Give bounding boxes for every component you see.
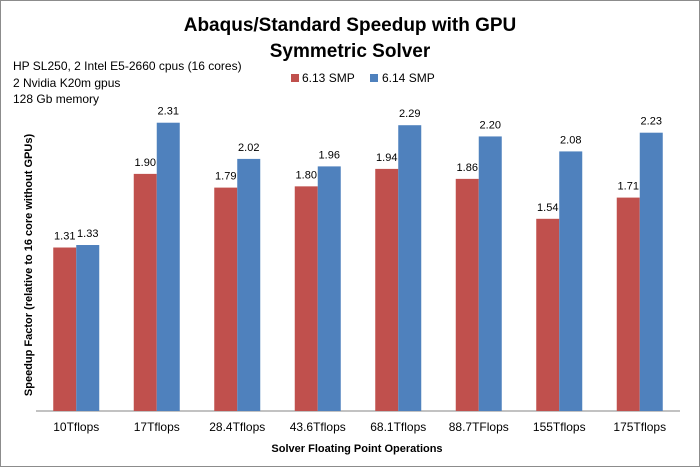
bar-6-14-smp-10tflops [76, 245, 100, 411]
legend: 6.13 SMP 6.14 SMP [291, 71, 435, 85]
data-label-6-14-smp-68-1tflops: 2.29 [399, 108, 420, 120]
data-label-6-13-smp-175tflops: 1.71 [618, 181, 639, 193]
x-tick-label-175tflops: 175Tflops [613, 420, 666, 434]
bar-6-13-smp-175tflops [616, 197, 640, 411]
bar-6-13-smp-155tflops [536, 218, 560, 411]
legend-swatch-6-13-smp [291, 74, 299, 82]
x-tick-label-17tflops: 17Tflops [134, 420, 180, 434]
x-tick-label-10tflops: 10Tflops [53, 420, 99, 434]
bar-6-14-smp-43-6tflops [317, 166, 341, 411]
bar-6-14-smp-155tflops [559, 151, 583, 411]
bar-6-14-smp-68-1tflops [398, 125, 422, 411]
bar-6-14-smp-28-4tflops [237, 158, 261, 411]
x-tick-label-28-4tflops: 28.4Tflops [209, 420, 265, 434]
x-tick-labels-group: 10Tflops 17Tflops 28.4Tflops 43.6Tflops 68.1… [53, 420, 666, 434]
bar-6-13-smp-10tflops [53, 247, 77, 411]
bar-6-14-smp-175tflops [639, 132, 663, 412]
x-tick-label-68-1tflops: 68.1Tflops [370, 420, 426, 434]
data-label-6-13-smp-155tflops: 1.54 [537, 202, 558, 214]
bar-6-13-smp-43-6tflops [294, 186, 318, 411]
chart-title: Abaqus/Standard Speedup with GPU [184, 15, 517, 36]
bar-6-13-smp-68-1tflops [375, 168, 399, 411]
hardware-note-3: 128 Gb memory [13, 92, 99, 106]
x-tick-label-43-6tflops: 43.6Tflops [290, 420, 346, 434]
legend-label-6-14-smp: 6.14 SMP [382, 71, 435, 85]
data-label-6-14-smp-88-7tflops: 2.20 [480, 119, 501, 131]
x-tick-label-155tflops: 155Tflops [533, 420, 586, 434]
data-label-6-13-smp-10tflops: 1.31 [54, 231, 75, 243]
data-label-6-13-smp-43-6tflops: 1.80 [296, 169, 317, 181]
data-label-6-14-smp-175tflops: 2.23 [641, 116, 662, 128]
legend-label-6-13-smp: 6.13 SMP [302, 71, 355, 85]
data-label-6-14-smp-17tflops: 2.31 [158, 106, 179, 118]
legend-swatch-6-14-smp [370, 74, 378, 82]
x-axis-title: Solver Floating Point Operations [271, 443, 442, 455]
data-label-6-13-smp-68-1tflops: 1.94 [376, 152, 397, 164]
hardware-note-2: 2 Nvidia K20m gpus [13, 76, 120, 90]
data-labels-group: 1.31 1.33 1.90 2.31 1.79 2.02 1.801.96 1.94 2.29… [54, 106, 662, 243]
data-label-6-14-smp-10tflops: 1.33 [77, 228, 98, 240]
bar-6-14-smp-17tflops [156, 122, 180, 411]
data-label-6-13-smp-28-4tflops: 1.79 [215, 171, 236, 183]
bar-6-13-smp-28-4tflops [214, 187, 238, 411]
data-label-6-14-smp-28-4tflops: 2.02 [238, 142, 259, 154]
bar-6-14-smp-88-7tflops [478, 136, 502, 411]
data-label-6-14-smp-43-6tflops: 1.96 [319, 149, 340, 161]
data-label-6-13-smp-88-7tflops: 1.86 [457, 162, 478, 174]
bar-6-13-smp-88-7tflops [455, 178, 479, 411]
data-label-6-13-smp-17tflops: 1.90 [135, 157, 156, 169]
data-label-6-14-smp-155tflops: 2.08 [560, 134, 581, 146]
bars-group [53, 122, 663, 412]
hardware-note-1: HP SL250, 2 Intel E5-2660 cpus (16 cores… [13, 59, 242, 73]
y-axis-title: Speedup Factor (relative to 16 core with… [23, 134, 35, 397]
bar-6-13-smp-17tflops [133, 173, 157, 411]
chart-subtitle: Symmetric Solver [270, 41, 431, 62]
x-tick-label-88-7tflops: 88.7TFlops [449, 420, 509, 434]
